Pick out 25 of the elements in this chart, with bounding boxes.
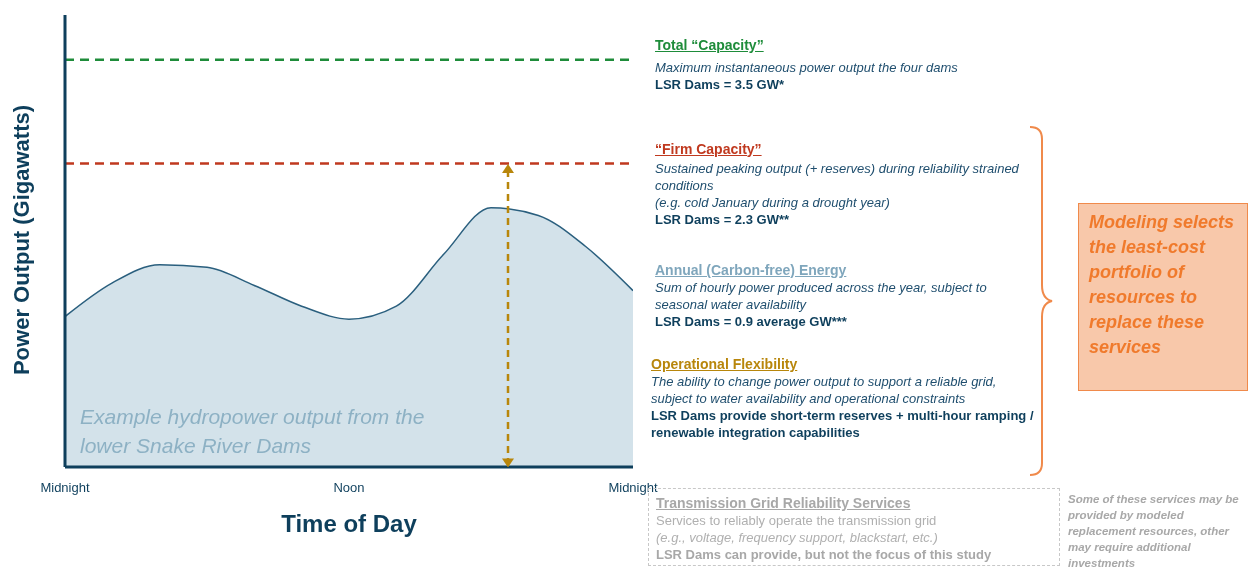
text: LSR Dams can provide, but not the focus of this study bbox=[656, 546, 993, 563]
text: Transmission Grid Reliability Services bbox=[656, 495, 912, 512]
ref-line-label: “Firm Capacity” bbox=[655, 140, 762, 157]
text: Services to reliably operate the transmission grid bbox=[656, 512, 938, 529]
x-tick-label: Midnight bbox=[608, 480, 658, 496]
text: Annual (Carbon-free) Energy bbox=[655, 262, 848, 279]
text: (e.g. cold January during a drought year) bbox=[655, 194, 891, 211]
x-axis-title: Time of Day bbox=[281, 510, 417, 538]
text: LSR Dams = 3.5 GW* bbox=[655, 76, 785, 93]
x-tick-label: Midnight bbox=[40, 480, 90, 496]
text: Operational Flexibility bbox=[651, 356, 799, 373]
text: Sum of hourly power produced across the year, subject to seasonal water availability bbox=[655, 279, 988, 313]
text: Maximum instantaneous power output the four dams bbox=[655, 59, 959, 76]
y-axis-title: Power Output (Gigawatts) bbox=[9, 104, 35, 376]
text: Some of these services may be provided by modeled replacement resources, other may require additional investments bbox=[1068, 492, 1240, 569]
text: LSR Dams = 0.9 average GW*** bbox=[655, 313, 848, 330]
x-tick-label: Noon bbox=[333, 480, 365, 496]
text: (e.g., voltage, frequency support, blackstart, etc.) bbox=[656, 529, 939, 546]
callout-box: Modeling selects the least-cost portfolio of resources to replace these services bbox=[1078, 203, 1248, 391]
text: The ability to change power output to support a reliable grid, subject to water availability and operational constraints bbox=[651, 373, 998, 407]
ref-line-label: Total “Capacity” bbox=[655, 36, 764, 53]
text: LSR Dams provide short-term reserves + multi-hour ramping / renewable integration capabilities bbox=[651, 407, 1035, 441]
text: LSR Dams = 2.3 GW** bbox=[655, 211, 791, 228]
annotation: Example hydropower output from the lower Snake River Dams bbox=[80, 404, 426, 459]
text: Sustained peaking output (+ reserves) during reliability strained conditions bbox=[655, 160, 1020, 194]
